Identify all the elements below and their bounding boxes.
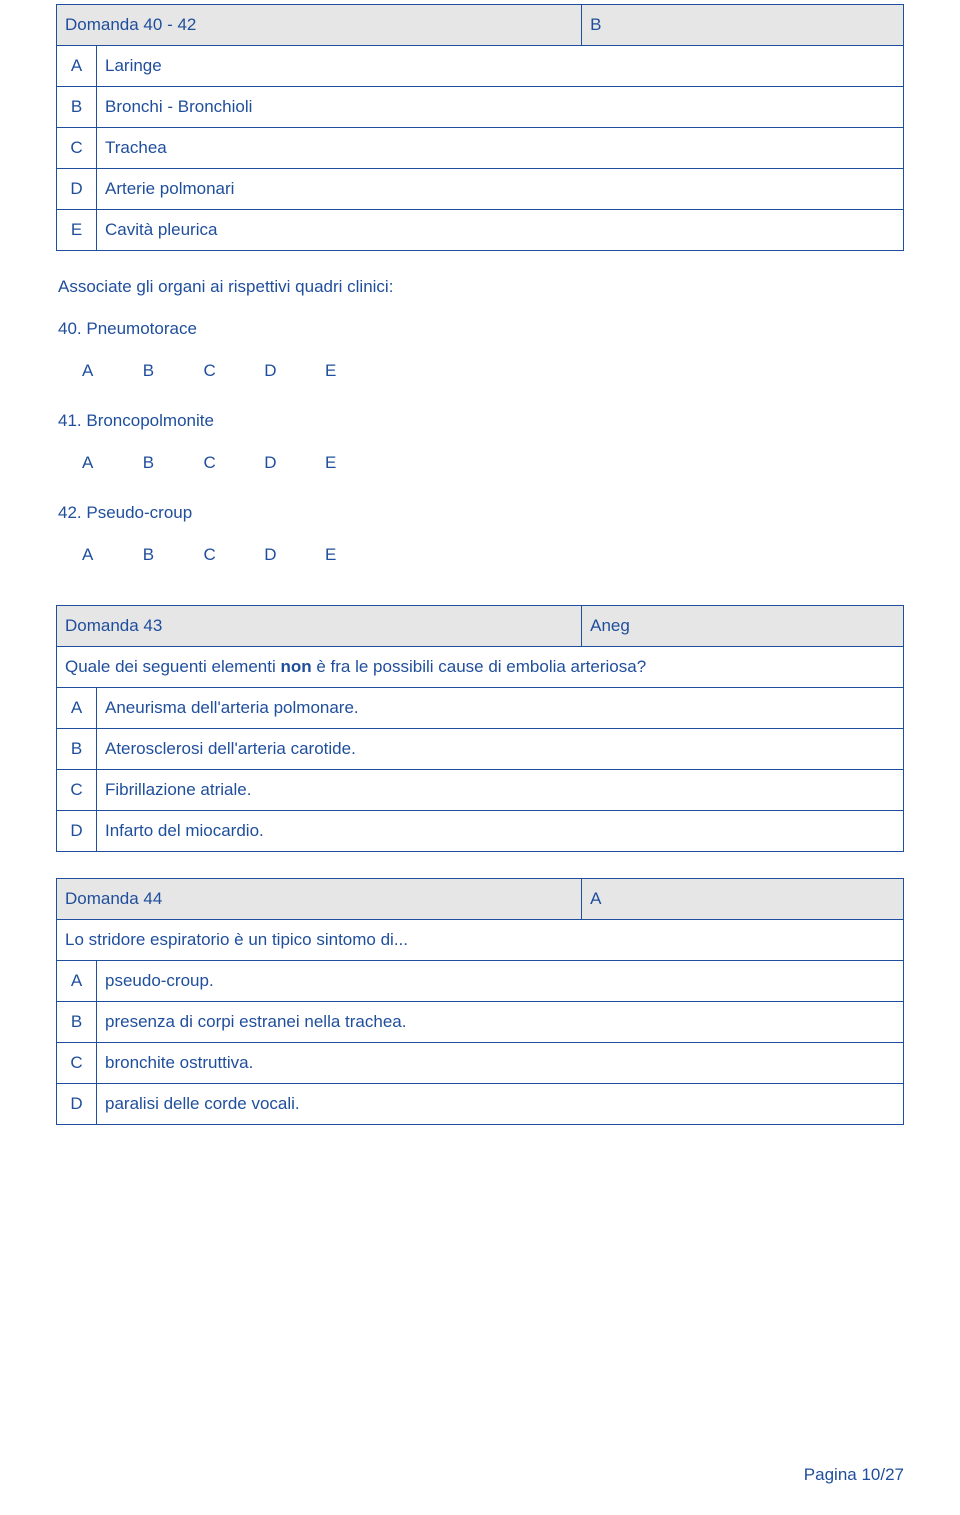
option-text: Infarto del miocardio. <box>97 811 904 852</box>
option-letter: B <box>57 729 97 770</box>
q43-options-table: A Aneurisma dell'arteria polmonare. B At… <box>56 687 904 852</box>
q43-answer-key: Aneg <box>590 616 630 635</box>
sub-question-40: 40. Pneumotorace <box>58 319 904 339</box>
opt: A <box>82 545 138 565</box>
q44-answer-key: A <box>590 889 601 908</box>
table-row: D Infarto del miocardio. <box>57 811 904 852</box>
q44-title: Domanda 44 <box>65 889 162 908</box>
option-text: paralisi delle corde vocali. <box>97 1084 904 1125</box>
q40-42-header-left: Domanda 40 - 42 <box>57 5 582 46</box>
option-text: Aterosclerosi dell'arteria carotide. <box>97 729 904 770</box>
page-footer: Pagina 10/27 <box>804 1465 904 1485</box>
q43-question: Quale dei seguenti elementi non è fra le… <box>57 647 904 688</box>
option-text: pseudo-croup. <box>97 961 904 1002</box>
q43-header-right: Aneg <box>582 606 904 647</box>
option-letter: C <box>57 770 97 811</box>
option-letter: B <box>57 1002 97 1043</box>
opt: D <box>264 545 320 565</box>
option-text: bronchite ostruttiva. <box>97 1043 904 1084</box>
opt: C <box>203 361 259 381</box>
opt: A <box>82 453 138 473</box>
table-row: A Aneurisma dell'arteria polmonare. <box>57 688 904 729</box>
table-row: E Cavità pleurica <box>57 210 904 251</box>
q43-header-left: Domanda 43 <box>57 606 582 647</box>
table-row: B Bronchi - Bronchioli <box>57 87 904 128</box>
sub42-options: A B C D E <box>82 545 904 565</box>
opt: A <box>82 361 138 381</box>
question-43-table: Domanda 43 Aneg Quale dei seguenti eleme… <box>56 605 904 688</box>
opt: D <box>264 361 320 381</box>
opt: B <box>143 361 199 381</box>
option-letter: B <box>57 87 97 128</box>
option-text: Fibrillazione atriale. <box>97 770 904 811</box>
option-text: Arterie polmonari <box>97 169 904 210</box>
q44-header-left: Domanda 44 <box>57 879 582 920</box>
opt: B <box>143 453 199 473</box>
option-letter: E <box>57 210 97 251</box>
table-row: B presenza di corpi estranei nella trach… <box>57 1002 904 1043</box>
table-row: A pseudo-croup. <box>57 961 904 1002</box>
sub-question-42: 42. Pseudo-croup <box>58 503 904 523</box>
option-letter: A <box>57 46 97 87</box>
opt: C <box>203 453 259 473</box>
opt: C <box>203 545 259 565</box>
q43-q-bold: non <box>280 657 311 676</box>
option-letter: D <box>57 811 97 852</box>
q44-question: Lo stridore espiratorio è un tipico sint… <box>57 920 904 961</box>
option-text: Cavità pleurica <box>97 210 904 251</box>
option-letter: A <box>57 688 97 729</box>
q44-options-table: A pseudo-croup. B presenza di corpi estr… <box>56 960 904 1125</box>
table-row: B Aterosclerosi dell'arteria carotide. <box>57 729 904 770</box>
sub-question-41: 41. Broncopolmonite <box>58 411 904 431</box>
option-letter: D <box>57 169 97 210</box>
option-text: Laringe <box>97 46 904 87</box>
opt: E <box>325 453 381 473</box>
option-letter: A <box>57 961 97 1002</box>
option-text: Trachea <box>97 128 904 169</box>
question-44-table: Domanda 44 A Lo stridore espiratorio è u… <box>56 878 904 961</box>
q40-42-answer-key: B <box>590 15 601 34</box>
table-row: D paralisi delle corde vocali. <box>57 1084 904 1125</box>
option-letter: C <box>57 128 97 169</box>
option-letter: D <box>57 1084 97 1125</box>
sub41-options: A B C D E <box>82 453 904 473</box>
q44-header-right: A <box>582 879 904 920</box>
q40-42-title: Domanda 40 - 42 <box>65 15 196 34</box>
table-row: A Laringe <box>57 46 904 87</box>
sub40-options: A B C D E <box>82 361 904 381</box>
opt: D <box>264 453 320 473</box>
opt: E <box>325 545 381 565</box>
q40-42-options-table: A Laringe B Bronchi - Bronchioli C Trach… <box>56 45 904 251</box>
opt: B <box>143 545 199 565</box>
option-letter: C <box>57 1043 97 1084</box>
match-intro-text: Associate gli organi ai rispettivi quadr… <box>58 277 904 297</box>
option-text: Aneurisma dell'arteria polmonare. <box>97 688 904 729</box>
table-row: C Trachea <box>57 128 904 169</box>
option-text: Bronchi - Bronchioli <box>97 87 904 128</box>
option-text: presenza di corpi estranei nella trachea… <box>97 1002 904 1043</box>
question-40-42-table: Domanda 40 - 42 B <box>56 4 904 46</box>
q43-title: Domanda 43 <box>65 616 162 635</box>
table-row: C bronchite ostruttiva. <box>57 1043 904 1084</box>
opt: E <box>325 361 381 381</box>
q43-q-pre: Quale dei seguenti elementi <box>65 657 280 676</box>
q43-q-post: è fra le possibili cause di embolia arte… <box>312 657 647 676</box>
table-row: C Fibrillazione atriale. <box>57 770 904 811</box>
table-row: D Arterie polmonari <box>57 169 904 210</box>
q40-42-header-right: B <box>582 5 904 46</box>
